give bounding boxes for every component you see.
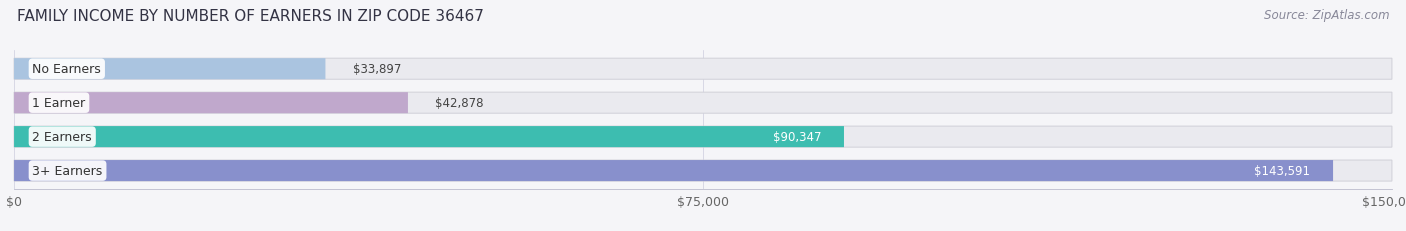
Text: FAMILY INCOME BY NUMBER OF EARNERS IN ZIP CODE 36467: FAMILY INCOME BY NUMBER OF EARNERS IN ZI… — [17, 9, 484, 24]
FancyBboxPatch shape — [14, 59, 1392, 80]
Text: Source: ZipAtlas.com: Source: ZipAtlas.com — [1264, 9, 1389, 22]
Text: 2 Earners: 2 Earners — [32, 131, 91, 143]
Text: No Earners: No Earners — [32, 63, 101, 76]
Text: $143,591: $143,591 — [1254, 164, 1310, 177]
FancyBboxPatch shape — [14, 160, 1333, 181]
FancyBboxPatch shape — [14, 127, 844, 148]
FancyBboxPatch shape — [14, 59, 325, 80]
FancyBboxPatch shape — [14, 93, 408, 114]
Text: $33,897: $33,897 — [353, 63, 401, 76]
Text: 3+ Earners: 3+ Earners — [32, 164, 103, 177]
FancyBboxPatch shape — [14, 93, 1392, 114]
Text: 1 Earner: 1 Earner — [32, 97, 86, 110]
Text: $90,347: $90,347 — [772, 131, 821, 143]
FancyBboxPatch shape — [14, 127, 1392, 148]
Text: $42,878: $42,878 — [436, 97, 484, 110]
FancyBboxPatch shape — [14, 160, 1392, 181]
